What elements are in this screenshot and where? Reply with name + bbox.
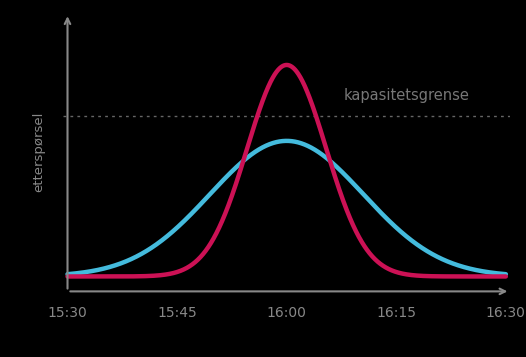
Text: kapasitetsgrense: kapasitetsgrense [343, 88, 470, 103]
Text: 16:30: 16:30 [486, 306, 526, 320]
Text: etterspørsel: etterspørsel [32, 111, 45, 192]
Text: 15:45: 15:45 [157, 306, 197, 320]
Text: 15:30: 15:30 [48, 306, 87, 320]
Text: 16:00: 16:00 [267, 306, 307, 320]
Text: 16:15: 16:15 [376, 306, 416, 320]
